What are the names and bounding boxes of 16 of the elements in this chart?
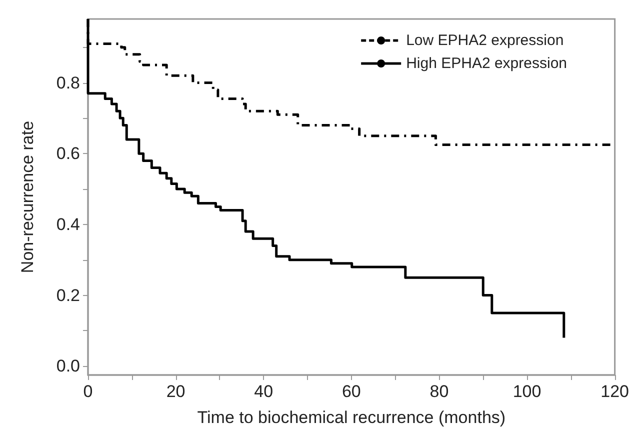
x-tick-label: 20 xyxy=(166,382,186,401)
x-tick-label: 0 xyxy=(83,382,93,401)
legend-label: High EPHA2 expression xyxy=(406,55,568,72)
y-axis-title: Non-recurrence rate xyxy=(18,120,37,274)
y-tick-label: 0.4 xyxy=(56,214,80,234)
legend-label: Low EPHA2 expression xyxy=(406,32,564,49)
y-tick-label: 0.8 xyxy=(56,73,80,92)
y-tick-label: 0.0 xyxy=(56,356,80,376)
y-tick-label: 0.6 xyxy=(56,144,80,164)
x-tick-label: 100 xyxy=(512,382,542,401)
x-tick-label: 120 xyxy=(600,382,630,401)
x-tick-label: 80 xyxy=(430,382,449,401)
x-axis-title: Time to biochemical recurrence (months) xyxy=(197,408,506,427)
y-tick-label: 0.2 xyxy=(56,286,80,305)
x-tick-label: 60 xyxy=(342,382,361,401)
x-tick-label: 40 xyxy=(254,382,274,401)
